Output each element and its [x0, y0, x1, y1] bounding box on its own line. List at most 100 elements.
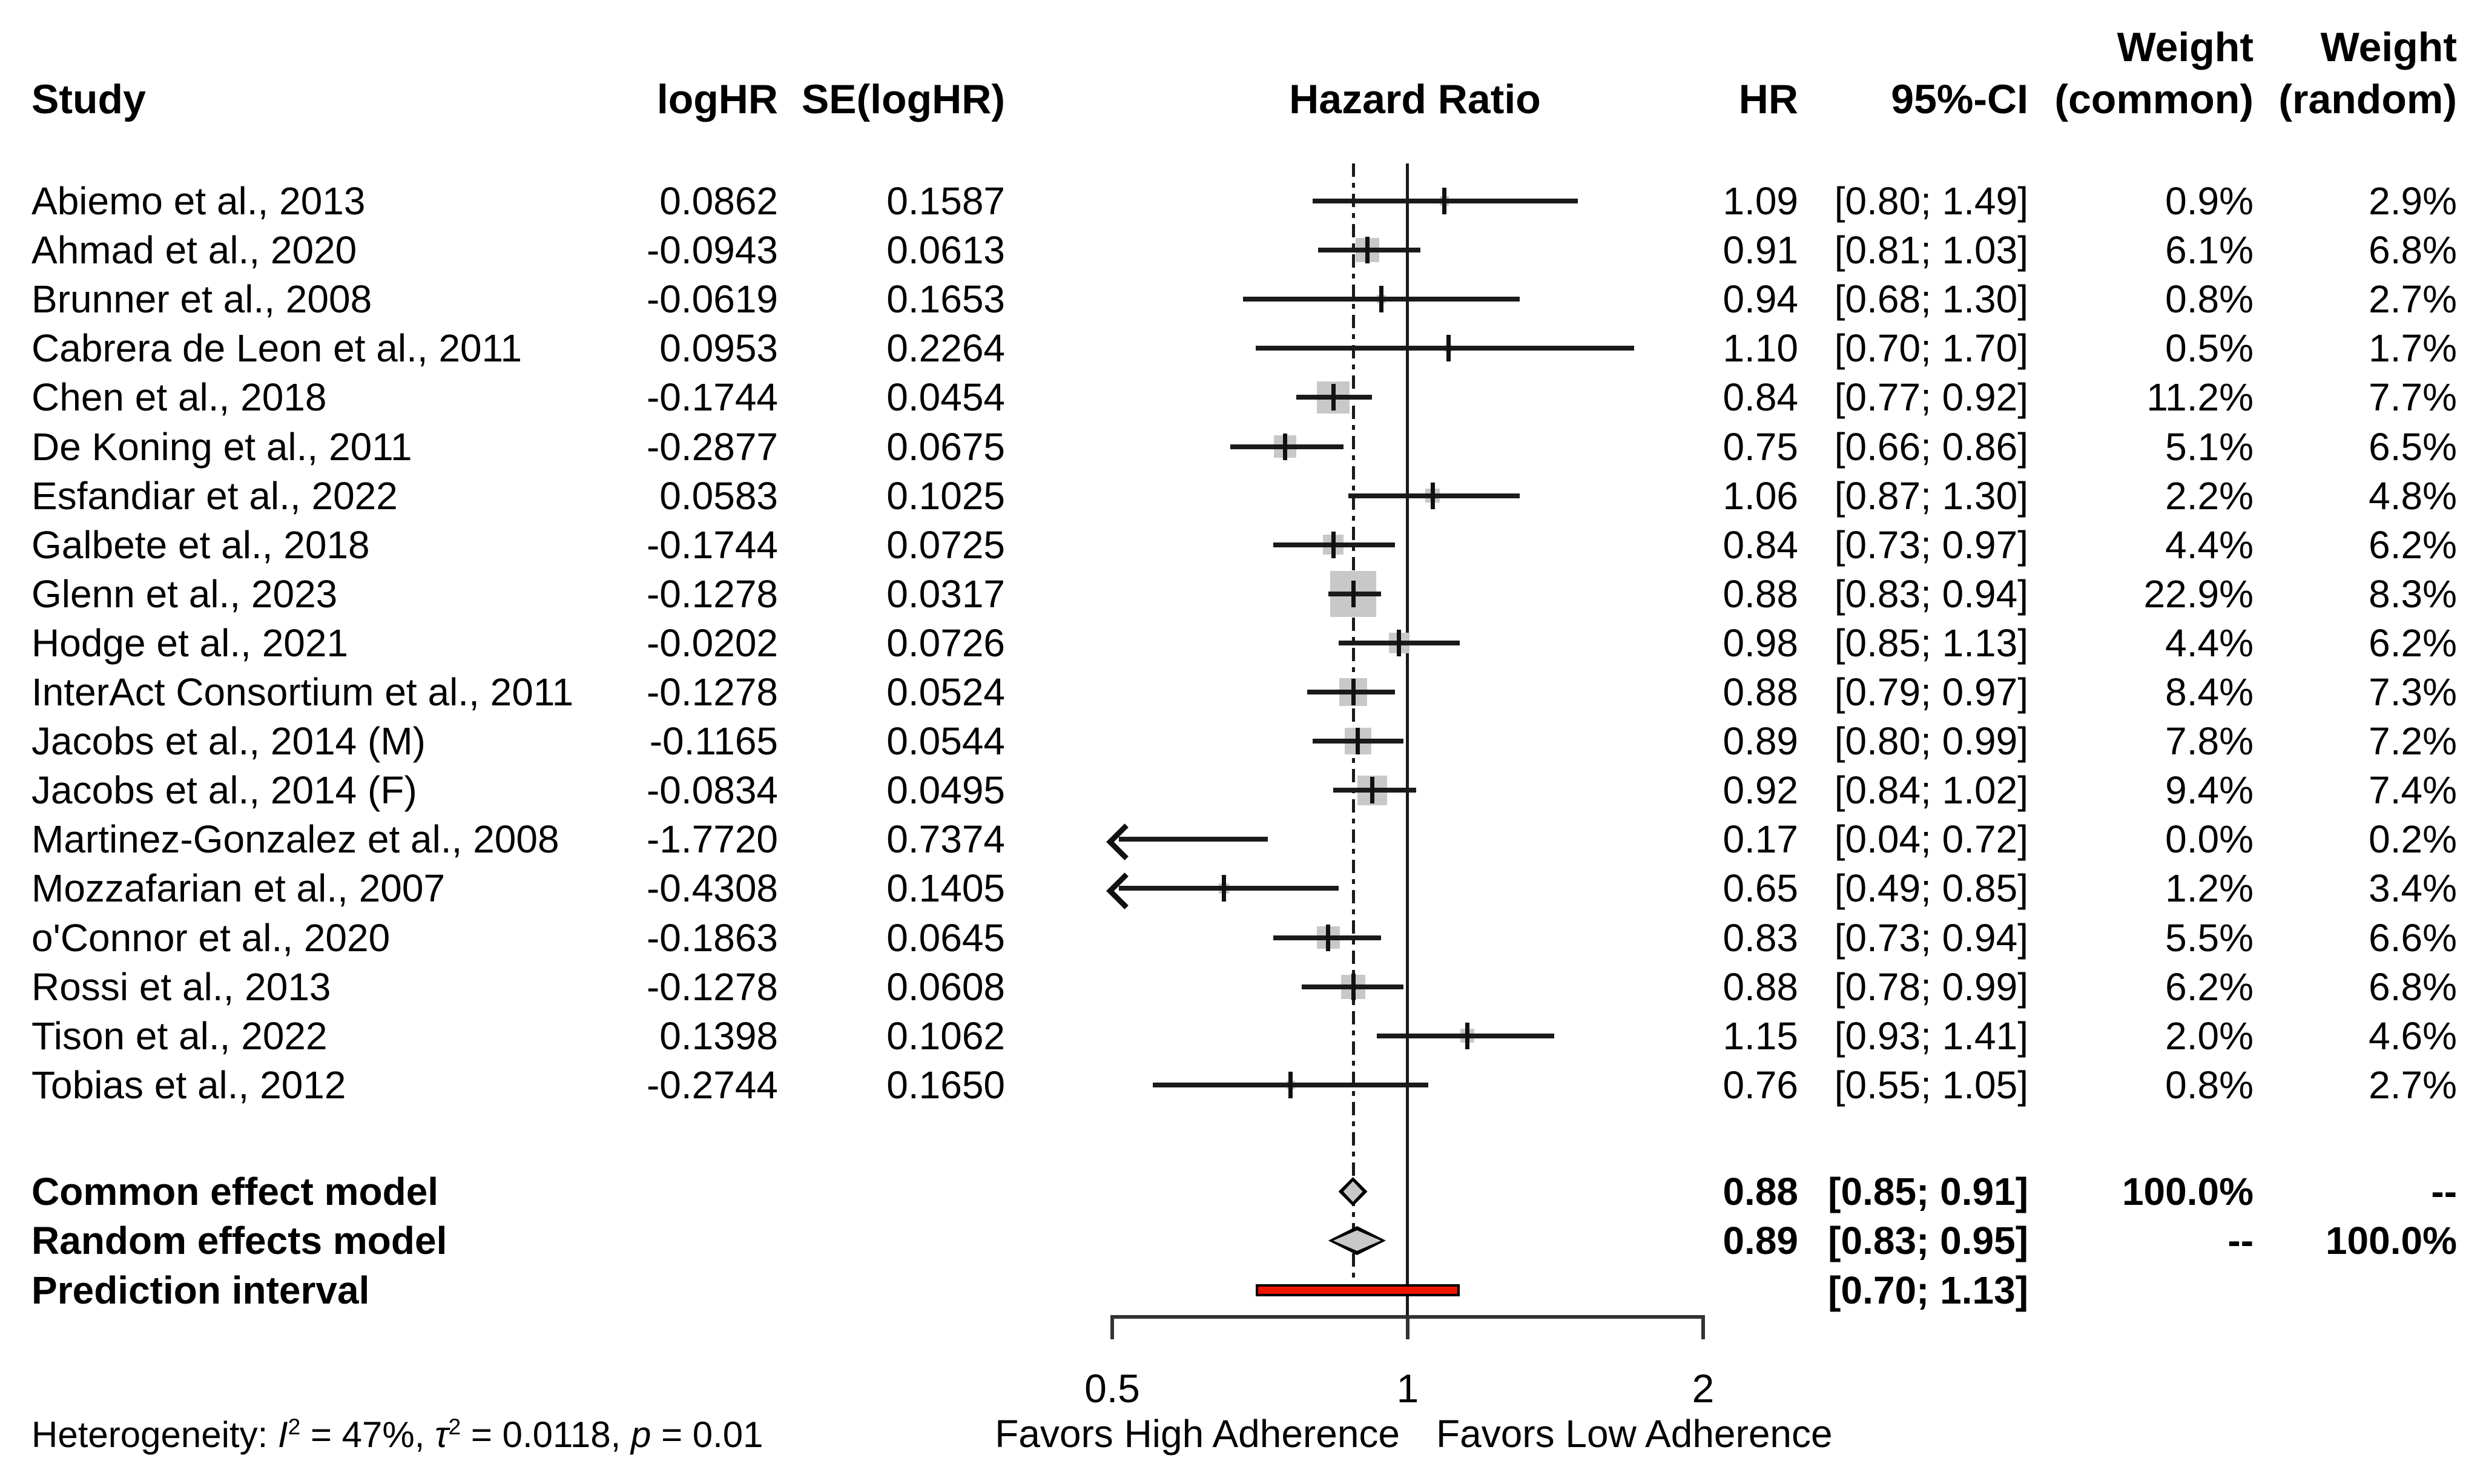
study-name: o'Connor et al., 2020 [31, 915, 391, 960]
ci-value: [0.04; 0.72] [1834, 817, 2028, 862]
study-name: Chen et al., 2018 [31, 375, 327, 420]
hr-value: 0.88 [1723, 965, 1798, 1009]
weight-common-value: 0.9% [2165, 179, 2254, 223]
hr-value: 1.06 [1723, 473, 1798, 518]
point-estimate-tick [1222, 875, 1227, 902]
ci-value: [0.85; 1.13] [1834, 621, 2028, 665]
weight-random-value: 7.2% [2369, 719, 2457, 763]
study-name: Mozzafarian et al., 2007 [31, 866, 446, 911]
hr-value: 1.09 [1723, 179, 1798, 223]
column-header-weight-common: (common) [2054, 76, 2254, 122]
confidence-interval-line [1119, 886, 1339, 891]
weight-random-value: 6.2% [2369, 523, 2457, 567]
hr-value: 0.89 [1723, 1219, 1798, 1262]
weight-common-value: 9.4% [2165, 768, 2254, 813]
p-value: = 0.01 [661, 1414, 763, 1455]
weight-random-value: 2.7% [2369, 1063, 2457, 1107]
i-squared-value: = 47%, [310, 1414, 425, 1455]
loghr-value: -0.1165 [649, 719, 778, 763]
point-estimate-tick [1288, 1071, 1293, 1098]
study-name: Common effect model [31, 1170, 439, 1213]
se-value: 0.0613 [886, 228, 1005, 272]
study-name: Ahmad et al., 2020 [31, 228, 357, 272]
point-estimate-tick [1446, 335, 1451, 362]
favors-right-label: Favors Low Adherence [1436, 1412, 1833, 1456]
hr-value: 0.17 [1723, 817, 1798, 862]
ci-value: [0.55; 1.05] [1834, 1063, 2028, 1107]
loghr-value: 0.0583 [659, 473, 778, 518]
ci-value: [0.73; 0.97] [1834, 523, 2028, 567]
weight-common-value: 6.1% [2165, 228, 2254, 272]
point-estimate-tick [1351, 973, 1356, 1000]
x-axis-tick-label: 2 [1692, 1366, 1715, 1411]
loghr-value: -0.0619 [646, 277, 778, 322]
weight-common-value: 1.2% [2165, 866, 2254, 911]
weight-common-value: 22.9% [2143, 572, 2254, 616]
weight-random-value: -- [2431, 1170, 2457, 1213]
hr-value: 0.88 [1723, 670, 1798, 714]
loghr-value: 0.1398 [659, 1014, 778, 1058]
pooled-estimate-dashed-line [1352, 163, 1355, 1279]
se-value: 0.0454 [886, 375, 1005, 420]
loghr-value: -0.1278 [646, 670, 778, 714]
ci-value: [0.84; 1.02] [1834, 768, 2028, 813]
loghr-value: -0.0202 [646, 621, 778, 665]
weight-random-value: 8.3% [2369, 572, 2457, 616]
column-header-hazard-ratio: Hazard Ratio [1289, 76, 1541, 122]
favors-left-label: Favors High Adherence [995, 1412, 1400, 1456]
study-name: Jacobs et al., 2014 (M) [31, 719, 426, 763]
loghr-value: -0.1863 [646, 915, 778, 960]
study-name: Tobias et al., 2012 [31, 1063, 346, 1107]
weight-common-value: 0.0% [2165, 817, 2254, 862]
i-squared-symbol: I [277, 1414, 288, 1455]
het-label: Heterogeneity: [31, 1414, 268, 1455]
hr-value: 0.89 [1723, 719, 1798, 763]
hr-value: 0.88 [1723, 1170, 1798, 1213]
study-name: De Koning et al., 2011 [31, 424, 412, 469]
ci-value: [0.78; 0.99] [1834, 965, 2028, 1009]
p-symbol: p [631, 1414, 651, 1455]
column-header-hr: HR [1738, 76, 1798, 122]
column-header-weight-random-top: Weight [2320, 24, 2457, 70]
x-axis-tick [1406, 1315, 1410, 1339]
se-value: 0.0524 [886, 670, 1005, 714]
hr-value: 0.75 [1723, 424, 1798, 469]
point-estimate-tick [1442, 188, 1447, 214]
weight-random-value: 100.0% [2325, 1219, 2457, 1262]
point-estimate-tick [1430, 482, 1435, 509]
loghr-value: -0.0834 [646, 768, 778, 813]
weight-random-value: 2.9% [2369, 179, 2457, 223]
loghr-value: -0.0943 [646, 228, 778, 272]
se-value: 0.0495 [886, 768, 1005, 813]
weight-common-value: 0.5% [2165, 326, 2254, 371]
weight-common-value: 7.8% [2165, 719, 2254, 763]
weight-common-value: -- [2227, 1219, 2254, 1262]
se-value: 0.1650 [886, 1063, 1005, 1107]
se-value: 0.1062 [886, 1014, 1005, 1058]
confidence-interval-line [1333, 788, 1416, 793]
se-value: 0.2264 [886, 326, 1005, 371]
ci-value: [0.83; 0.94] [1834, 572, 2028, 616]
weight-common-value: 2.0% [2165, 1014, 2254, 1058]
ci-value: [0.68; 1.30] [1834, 277, 2028, 322]
ci-value: [0.79; 0.97] [1834, 670, 2028, 714]
loghr-value: 0.0953 [659, 326, 778, 371]
hr-value: 0.84 [1723, 375, 1798, 420]
se-value: 0.7374 [886, 817, 1005, 862]
se-value: 0.1587 [886, 179, 1005, 223]
loghr-value: -1.7720 [646, 817, 778, 862]
se-value: 0.0544 [886, 719, 1005, 763]
loghr-value: -0.1744 [646, 523, 778, 567]
loghr-value: -0.1278 [646, 965, 778, 1009]
study-name: Hodge et al., 2021 [31, 621, 349, 665]
point-estimate-tick [1331, 531, 1336, 558]
ci-value: [0.80; 0.99] [1834, 719, 2028, 763]
loghr-value: -0.2744 [646, 1063, 778, 1107]
hr-value: 0.65 [1723, 866, 1798, 911]
random-effect-diamond-fill [1333, 1230, 1381, 1251]
weight-common-value: 100.0% [2122, 1170, 2254, 1213]
ci-value: [0.66; 0.86] [1834, 424, 2028, 469]
x-axis-tick-label: 0.5 [1084, 1366, 1140, 1411]
study-name: Brunner et al., 2008 [31, 277, 372, 322]
